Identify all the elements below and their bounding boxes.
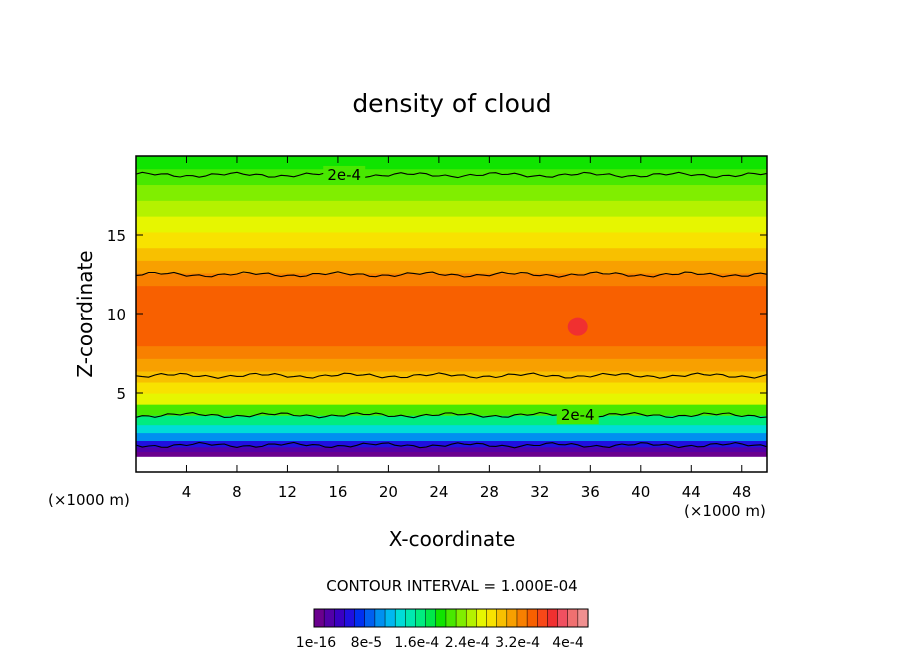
y-axis-label: Z-coordinate — [73, 250, 97, 377]
density-band — [136, 184, 767, 201]
max-density-blob — [567, 317, 588, 336]
colorbar — [313, 608, 589, 628]
x-tick-label: 16 — [328, 483, 347, 501]
x-tick-label: 32 — [530, 483, 549, 501]
density-band — [136, 272, 767, 287]
density-band — [136, 285, 767, 299]
contour-label: 2e-4 — [327, 166, 361, 184]
contour-line — [135, 372, 768, 379]
density-band — [136, 446, 767, 453]
density-bands — [136, 156, 767, 473]
colorbar-swatch — [496, 608, 508, 628]
contour-line — [135, 271, 768, 278]
density-band — [136, 345, 767, 359]
density-band — [136, 464, 767, 473]
colorbar-swatch — [323, 608, 335, 628]
y-tick-label: 15 — [107, 227, 126, 245]
density-band — [136, 298, 767, 323]
contour-line — [135, 411, 768, 419]
colorbar-swatch — [557, 608, 569, 628]
colorbar-swatch — [506, 608, 518, 628]
colorbar-swatch — [445, 608, 457, 628]
density-band — [136, 370, 767, 383]
colorbar-label: 3.2e-4 — [495, 635, 540, 651]
contour-line — [135, 171, 768, 179]
colorbar-swatch — [394, 608, 406, 628]
density-band — [136, 404, 767, 416]
colorbar-swatch — [476, 608, 488, 628]
colorbar-swatch — [354, 608, 366, 628]
x-tick-label: 12 — [278, 483, 297, 501]
density-band — [136, 456, 767, 465]
density-band — [136, 247, 767, 261]
density-band — [136, 432, 767, 441]
density-band — [136, 260, 767, 274]
x-tick-label: 40 — [631, 483, 650, 501]
colorbar-swatch — [334, 608, 345, 628]
colorbar-swatch — [547, 608, 559, 628]
x-tick-label: 48 — [732, 483, 751, 501]
x-tick-label: 4 — [182, 483, 192, 501]
colorbar-label: 2.4e-4 — [445, 635, 490, 651]
contour-label-bg — [323, 165, 366, 184]
colorbar-label: 4e-4 — [552, 635, 584, 651]
colorbar-swatch — [364, 608, 376, 628]
colorbar-frame — [313, 608, 589, 628]
density-band — [136, 424, 767, 434]
x-tick-label: 36 — [581, 483, 600, 501]
y-axis-ticks: 5 10 15 — [107, 227, 767, 403]
colorbar-swatch — [415, 608, 427, 628]
density-band — [136, 200, 767, 217]
colorbar-swatch — [486, 608, 498, 628]
colorbar-swatch — [526, 608, 538, 628]
density-band — [136, 393, 767, 405]
density-band — [136, 321, 767, 347]
colorbar-swatch — [465, 608, 477, 628]
x-tick-label: 24 — [429, 483, 448, 501]
colorbar-swatch — [374, 608, 386, 628]
colorbar-swatch — [405, 608, 417, 628]
colorbar-swatch — [435, 608, 447, 628]
colorbar-swatch — [425, 608, 437, 628]
chart-title: density of cloud — [352, 89, 551, 118]
density-band — [136, 415, 767, 426]
y-tick-label: 5 — [116, 385, 126, 403]
x-tick-label: 44 — [682, 483, 701, 501]
x-axis-ticks: 4 8 12 16 20 24 28 32 36 40 44 48 — [182, 156, 751, 501]
y-tick-label: 10 — [107, 306, 126, 324]
x-tick-label: 20 — [379, 483, 398, 501]
density-band — [136, 381, 767, 394]
colorbar-label: 1.6e-4 — [394, 635, 439, 651]
density-band — [136, 358, 767, 372]
x-tick-label: 28 — [480, 483, 499, 501]
colorbar-swatch — [384, 608, 396, 628]
colorbar-labels: 1e-16 8e-5 1.6e-4 2.4e-4 3.2e-4 4e-4 — [296, 635, 584, 651]
density-band — [136, 156, 767, 170]
contour-label-bg — [556, 406, 599, 425]
colorbar-label: 1e-16 — [296, 635, 336, 651]
colorbar-swatch — [313, 608, 325, 628]
contour-interval-label: CONTOUR INTERVAL = 1.000E-04 — [326, 577, 577, 595]
colorbar-label: 8e-5 — [351, 635, 382, 651]
contour-lines: 2e-4 2e-4 — [135, 165, 768, 449]
colorbar-swatch — [577, 608, 589, 628]
density-band — [136, 216, 767, 233]
x-tick-label: 8 — [232, 483, 242, 501]
x-axis-label: X-coordinate — [389, 527, 516, 551]
density-band — [136, 451, 767, 457]
density-band — [136, 231, 767, 249]
colorbar-swatch — [516, 608, 528, 628]
x-unit-right: (×1000 m) — [684, 502, 766, 520]
contour-label: 2e-4 — [561, 406, 595, 424]
x-unit-left: (×1000 m) — [48, 491, 130, 509]
colorbar-swatch — [537, 608, 548, 628]
colorbar-swatch — [455, 608, 467, 628]
colorbar-swatch — [567, 608, 579, 628]
colorbar-swatch — [344, 608, 356, 628]
contour-line — [135, 441, 768, 449]
